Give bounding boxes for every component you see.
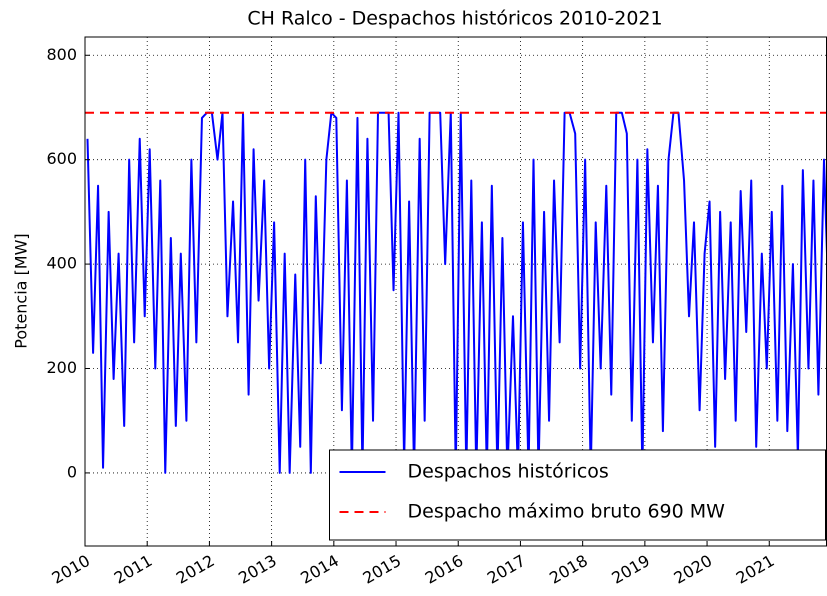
y-tick-label: 800 xyxy=(46,45,77,64)
chart-title: CH Ralco - Despachos históricos 2010-202… xyxy=(247,8,662,30)
y-tick-label: 0 xyxy=(67,462,77,481)
y-tick-label: 200 xyxy=(46,358,77,377)
legend-label: Despachos históricos xyxy=(408,461,609,483)
y-tick-label: 600 xyxy=(46,149,77,168)
plot-area xyxy=(85,111,827,474)
y-tick-label: 400 xyxy=(46,254,77,273)
y-axis-label: Potencia [MW] xyxy=(12,233,31,348)
legend-box xyxy=(329,449,826,541)
legend: Despachos históricos Despacho máximo brut… xyxy=(329,449,826,541)
legend-label: Despacho máximo bruto 690 MW xyxy=(408,501,726,523)
